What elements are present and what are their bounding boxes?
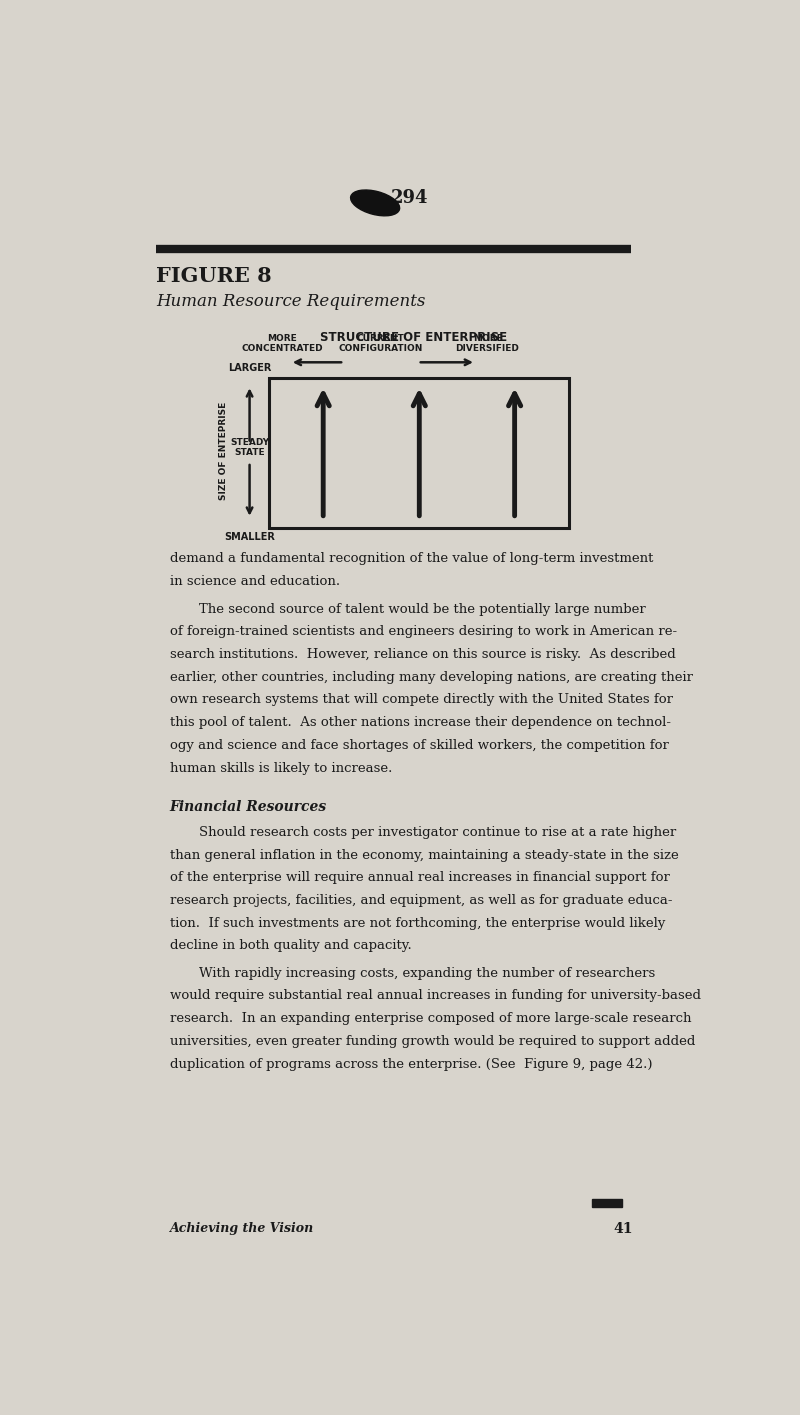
Text: tion.  If such investments are not forthcoming, the enterprise would likely: tion. If such investments are not forthc… [170,917,665,930]
Text: of foreign-trained scientists and engineers desiring to work in American re-: of foreign-trained scientists and engine… [170,625,677,638]
Text: demand a fundamental recognition of the value of long-term investment: demand a fundamental recognition of the … [170,552,653,566]
Text: this pool of talent.  As other nations increase their dependence on technol-: this pool of talent. As other nations in… [170,716,670,729]
Text: would require substantial real annual increases in funding for university-based: would require substantial real annual in… [170,989,701,1002]
Text: earlier, other countries, including many developing nations, are creating their: earlier, other countries, including many… [170,671,693,683]
Text: Should research costs per investigator continue to rise at a rate higher: Should research costs per investigator c… [199,826,677,839]
Bar [269,378,569,528]
Text: in science and education.: in science and education. [170,576,340,589]
Text: universities, even greater funding growth would be required to support added: universities, even greater funding growt… [170,1034,695,1049]
Text: human skills is likely to increase.: human skills is likely to increase. [170,761,392,774]
Text: SMALLER: SMALLER [224,532,275,542]
Text: The second source of talent would be the potentially large number: The second source of talent would be the… [199,603,646,616]
Text: research.  In an expanding enterprise composed of more large-scale research: research. In an expanding enterprise com… [170,1012,691,1026]
Bar [592,1200,622,1207]
Text: CURRENT
CONFIGURATION: CURRENT CONFIGURATION [338,334,422,354]
Text: own research systems that will compete directly with the United States for: own research systems that will compete d… [170,693,673,706]
Text: 294: 294 [391,190,429,207]
Text: LARGER: LARGER [228,364,271,374]
Text: SIZE OF ENTEPRISE: SIZE OF ENTEPRISE [219,402,229,499]
Text: MORE
DIVERSIFIED: MORE DIVERSIFIED [455,334,519,354]
Text: FIGURE 8: FIGURE 8 [156,266,271,286]
Text: MORE
CONCENTRATED: MORE CONCENTRATED [242,334,323,354]
Text: STRUCTURE OF ENTERPRISE: STRUCTURE OF ENTERPRISE [320,331,507,344]
Text: STEADY
STATE: STEADY STATE [230,437,269,457]
Text: search institutions.  However, reliance on this source is risky.  As described: search institutions. However, reliance o… [170,648,675,661]
Text: decline in both quality and capacity.: decline in both quality and capacity. [170,940,411,952]
Text: duplication of programs across the enterprise. (See  Figure 9, page 42.): duplication of programs across the enter… [170,1057,652,1071]
Text: 41: 41 [614,1223,634,1237]
Text: than general inflation in the economy, maintaining a steady-state in the size: than general inflation in the economy, m… [170,849,678,862]
Ellipse shape [350,190,400,216]
Text: research projects, facilities, and equipment, as well as for graduate educa-: research projects, facilities, and equip… [170,894,672,907]
Text: Human Resource Requirements: Human Resource Requirements [156,293,425,310]
Text: of the enterprise will require annual real increases in financial support for: of the enterprise will require annual re… [170,872,670,884]
Text: ogy and science and face shortages of skilled workers, the competition for: ogy and science and face shortages of sk… [170,739,669,751]
Text: Financial Resources: Financial Resources [170,799,327,814]
Text: Achieving the Vision: Achieving the Vision [170,1223,314,1235]
Text: With rapidly increasing costs, expanding the number of researchers: With rapidly increasing costs, expanding… [199,966,655,979]
